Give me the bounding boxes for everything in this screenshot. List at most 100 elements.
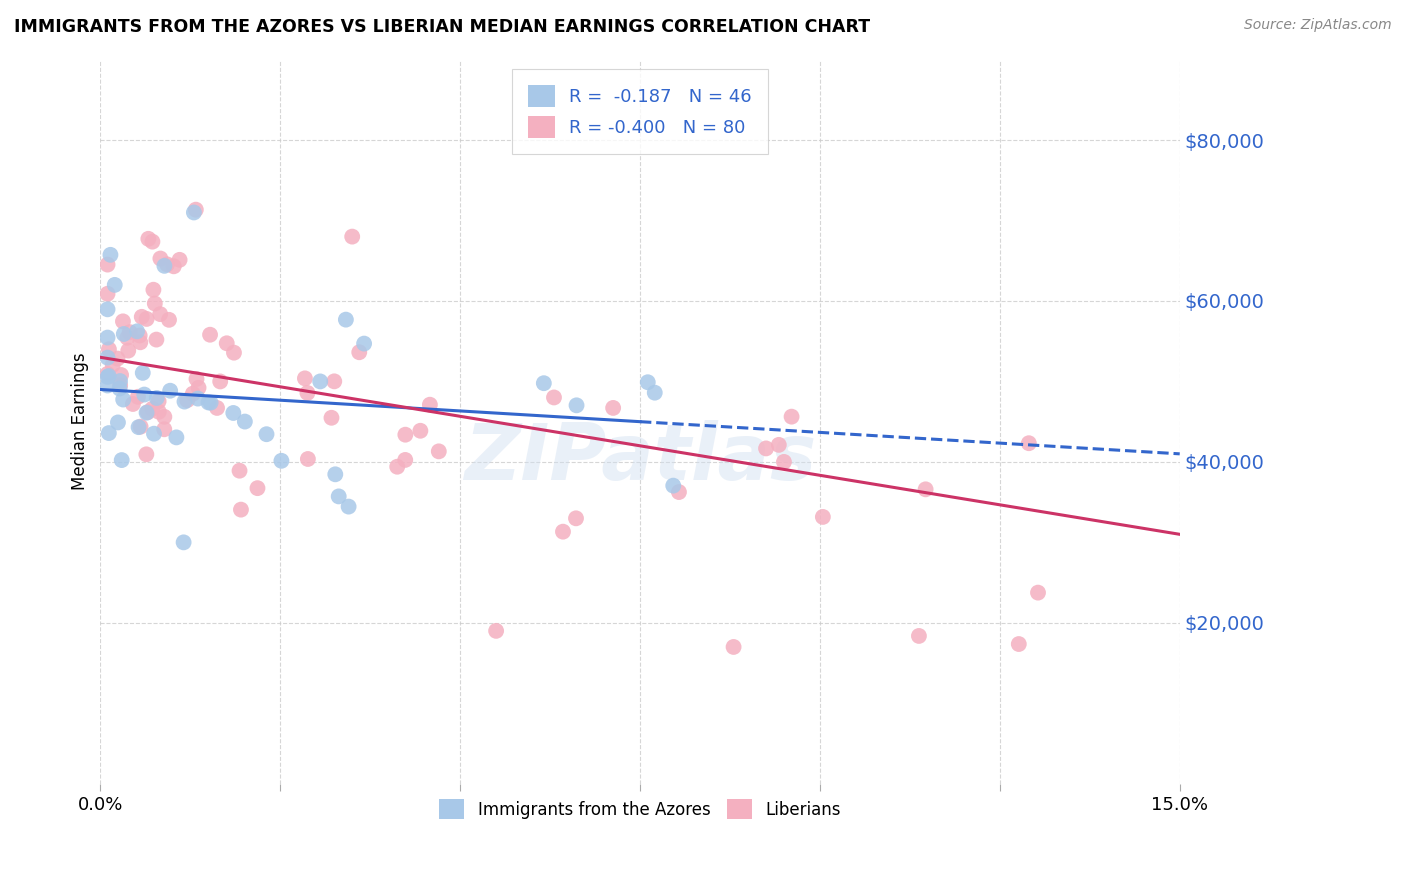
Point — [97, 368, 120, 383]
Point — [427, 444, 450, 458]
Point — [100, 248, 122, 262]
Point — [187, 381, 209, 395]
Point — [117, 331, 139, 345]
Point — [1008, 637, 1031, 651]
Point — [111, 314, 134, 328]
Point — [551, 524, 574, 539]
Point — [256, 427, 278, 442]
Point — [200, 395, 222, 409]
Point — [342, 229, 364, 244]
Point — [111, 453, 134, 467]
Point — [104, 277, 127, 292]
Point — [914, 483, 936, 497]
Point — [349, 345, 371, 359]
Point — [198, 327, 221, 342]
Point — [97, 343, 120, 357]
Point — [270, 454, 292, 468]
Point — [768, 438, 790, 452]
Point — [110, 368, 132, 382]
Point — [131, 310, 153, 324]
Point — [181, 386, 204, 401]
Point — [136, 405, 159, 419]
Point — [96, 258, 118, 272]
Point — [246, 481, 269, 495]
Point — [141, 401, 163, 416]
Point — [228, 464, 250, 478]
Point — [141, 235, 163, 249]
Point — [143, 296, 166, 310]
Point — [134, 387, 156, 401]
Point — [394, 427, 416, 442]
Point — [229, 502, 252, 516]
Point — [485, 624, 508, 638]
Point — [138, 232, 160, 246]
Point — [129, 335, 152, 350]
Point — [323, 375, 346, 389]
Point — [394, 453, 416, 467]
Point — [153, 409, 176, 424]
Point — [96, 330, 118, 344]
Point — [169, 252, 191, 267]
Point — [127, 390, 149, 404]
Point — [143, 426, 166, 441]
Point — [97, 426, 120, 441]
Point — [118, 325, 141, 339]
Point — [602, 401, 624, 415]
Point — [184, 202, 207, 217]
Point — [135, 312, 157, 326]
Point — [128, 420, 150, 434]
Point — [173, 394, 195, 409]
Point — [565, 398, 588, 412]
Point — [153, 422, 176, 436]
Point — [908, 629, 931, 643]
Point — [419, 398, 441, 412]
Point — [637, 376, 659, 390]
Point — [209, 375, 232, 389]
Point — [96, 286, 118, 301]
Point — [132, 366, 155, 380]
Point — [780, 409, 803, 424]
Point — [297, 452, 319, 467]
Point — [149, 307, 172, 321]
Point — [112, 326, 135, 341]
Legend: Immigrants from the Azores, Liberians: Immigrants from the Azores, Liberians — [433, 792, 848, 826]
Point — [337, 500, 360, 514]
Point — [197, 395, 219, 409]
Point — [335, 312, 357, 326]
Point — [1018, 436, 1040, 450]
Point — [543, 391, 565, 405]
Point — [533, 376, 555, 391]
Point — [387, 459, 409, 474]
Point — [222, 406, 245, 420]
Point — [644, 385, 666, 400]
Point — [96, 378, 118, 392]
Point — [215, 336, 238, 351]
Point — [125, 324, 148, 338]
Point — [122, 397, 145, 411]
Point — [96, 370, 118, 384]
Point — [723, 640, 745, 654]
Point — [222, 345, 245, 359]
Point — [96, 302, 118, 317]
Point — [96, 367, 118, 381]
Point — [108, 382, 131, 396]
Point — [142, 283, 165, 297]
Point — [187, 392, 209, 406]
Point — [205, 401, 228, 415]
Point — [165, 430, 187, 444]
Point — [309, 375, 332, 389]
Point — [183, 205, 205, 219]
Point — [353, 336, 375, 351]
Point — [135, 406, 157, 420]
Point — [1026, 585, 1049, 599]
Point — [163, 260, 186, 274]
Point — [186, 372, 208, 386]
Text: IMMIGRANTS FROM THE AZORES VS LIBERIAN MEDIAN EARNINGS CORRELATION CHART: IMMIGRANTS FROM THE AZORES VS LIBERIAN M… — [14, 18, 870, 36]
Point — [108, 378, 131, 392]
Point — [157, 313, 180, 327]
Point — [101, 358, 124, 372]
Point — [294, 371, 316, 385]
Point — [409, 424, 432, 438]
Point — [149, 252, 172, 266]
Point — [112, 392, 135, 407]
